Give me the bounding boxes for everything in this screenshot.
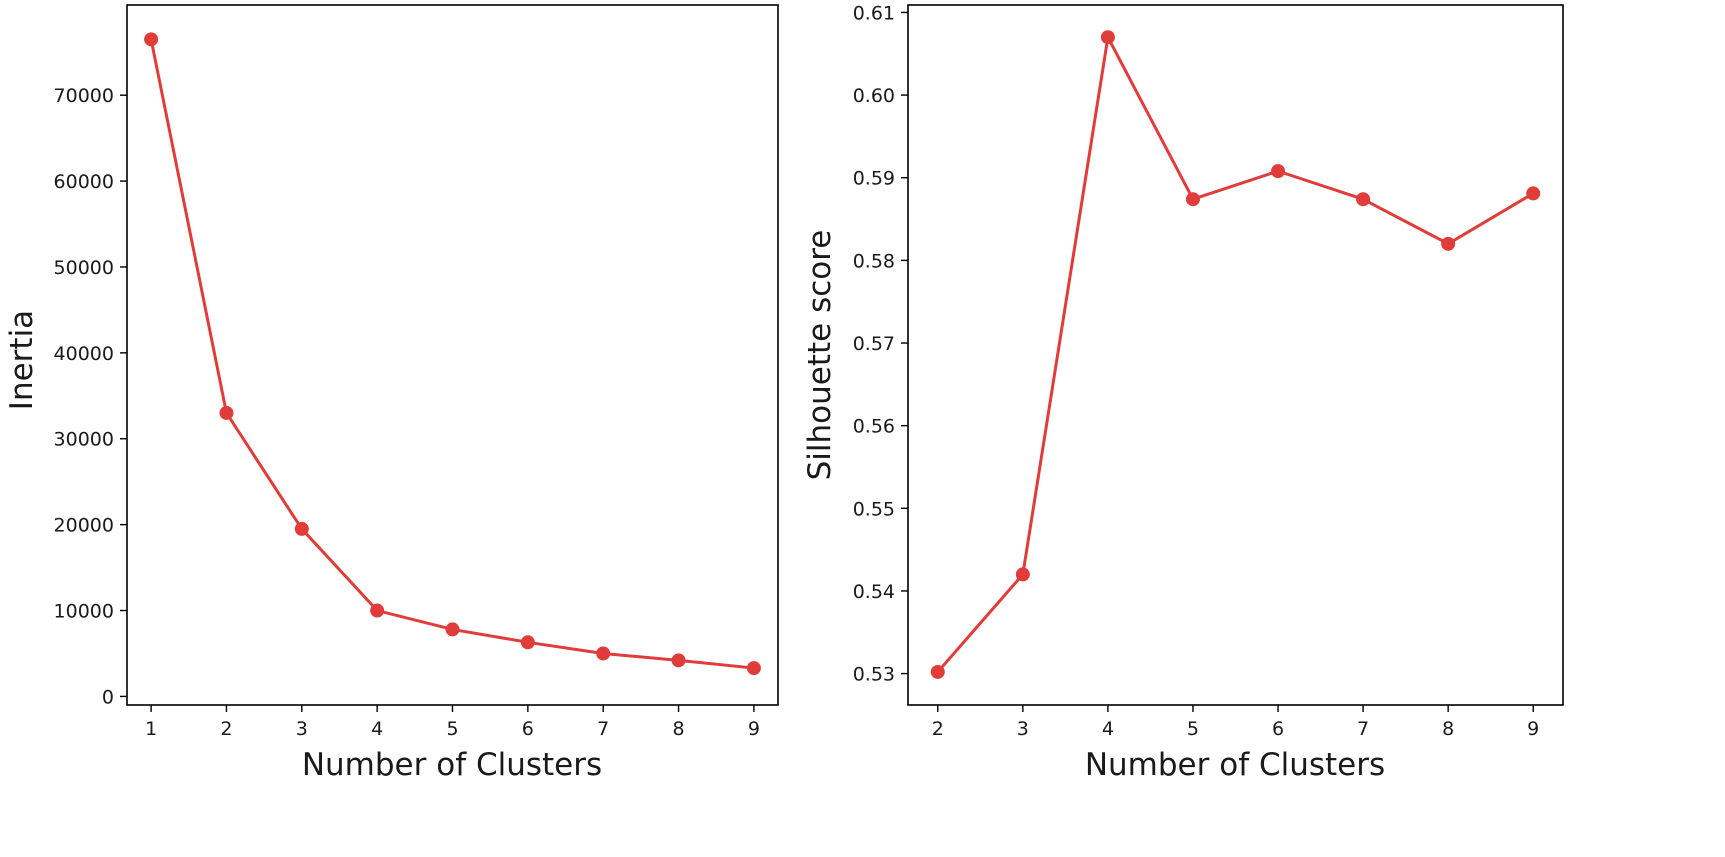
inertia-data-point — [294, 521, 309, 536]
silhouette-x-tick-label: 2 — [932, 718, 944, 740]
silhouette-y-tick-label: 0.59 — [853, 168, 895, 190]
silhouette-y-tick-label: 0.58 — [853, 250, 895, 272]
inertia-x-tick-label: 2 — [220, 718, 232, 740]
inertia-data-point — [520, 635, 535, 650]
inertia-data-point — [596, 646, 611, 661]
silhouette-x-tick-label: 9 — [1527, 718, 1539, 740]
inertia-data-point — [370, 603, 385, 618]
inertia-data-point — [671, 653, 686, 668]
silhouette-y-tick-label: 0.54 — [853, 581, 895, 603]
inertia-y-tick-label: 10000 — [54, 601, 114, 623]
inertia-y-tick-label: 30000 — [54, 429, 114, 451]
silhouette-y-tick-label: 0.60 — [853, 85, 895, 107]
inertia-y-tick-label: 40000 — [54, 343, 114, 365]
silhouette-plot-frame — [907, 4, 1564, 706]
silhouette-data-point — [930, 664, 945, 679]
inertia-x-tick-label: 8 — [672, 718, 684, 740]
inertia-y-axis-label: Inertia — [4, 310, 40, 410]
inertia-ticks: 1 2 3 4 5 6 7 8 9 0 10000 20000 30000 40000 50000 60000… — [54, 85, 760, 740]
silhouette-x-tick-label: 5 — [1187, 718, 1199, 740]
inertia-x-tick-label: 3 — [296, 718, 308, 740]
inertia-chart: 1 2 3 4 5 6 7 8 9 0 10000 20000 30000 40000 50000 60000… — [4, 4, 779, 783]
silhouette-x-axis-label: Number of Clusters — [1085, 747, 1385, 783]
inertia-x-tick-label: 7 — [597, 718, 609, 740]
silhouette-x-tick-label: 6 — [1272, 718, 1284, 740]
silhouette-data-point — [1271, 164, 1286, 179]
silhouette-series-line — [936, 35, 1534, 673]
inertia-y-tick-label: 0 — [102, 686, 114, 708]
inertia-data-point — [144, 32, 159, 47]
silhouette-data-point — [1526, 186, 1541, 201]
silhouette-chart: 2 3 4 5 6 7 8 9 0.53 0.54 0.55 0.56 0.57 0.58 0.59 0.60… — [802, 2, 1564, 783]
silhouette-x-tick-label: 8 — [1442, 718, 1454, 740]
silhouette-y-axis-label: Silhouette score — [802, 230, 838, 481]
inertia-x-tick-label: 6 — [522, 718, 534, 740]
inertia-data-point — [219, 405, 234, 420]
inertia-x-tick-label: 4 — [371, 718, 383, 740]
silhouette-x-tick-label: 4 — [1102, 718, 1114, 740]
silhouette-data-point — [1100, 30, 1115, 45]
silhouette-y-tick-label: 0.57 — [853, 333, 895, 355]
silhouette-data-point — [1185, 192, 1200, 207]
silhouette-y-tick-label: 0.61 — [853, 2, 895, 24]
silhouette-data-point — [1015, 567, 1030, 582]
inertia-series — [144, 32, 761, 676]
silhouette-data-point — [1356, 192, 1371, 207]
silhouette-x-tick-label: 7 — [1357, 718, 1369, 740]
inertia-x-tick-label: 5 — [446, 718, 458, 740]
silhouette-series — [930, 30, 1541, 679]
inertia-data-point — [445, 622, 460, 637]
inertia-x-axis-label: Number of Clusters — [302, 747, 602, 783]
inertia-y-tick-label: 60000 — [54, 171, 114, 193]
inertia-x-tick-label: 9 — [748, 718, 760, 740]
inertia-x-tick-label: 1 — [145, 718, 157, 740]
inertia-y-tick-label: 20000 — [54, 515, 114, 537]
silhouette-x-tick-label: 3 — [1017, 718, 1029, 740]
inertia-data-point — [746, 661, 761, 676]
inertia-y-tick-label: 70000 — [54, 85, 114, 107]
silhouette-data-point — [1441, 236, 1456, 251]
silhouette-ticks: 2 3 4 5 6 7 8 9 0.53 0.54 0.55 0.56 0.57 0.58 0.59 0.60… — [853, 2, 1540, 740]
silhouette-y-tick-label: 0.53 — [853, 664, 895, 686]
silhouette-y-tick-label: 0.56 — [853, 416, 895, 438]
silhouette-y-tick-label: 0.55 — [853, 498, 895, 520]
inertia-y-tick-label: 50000 — [54, 257, 114, 279]
